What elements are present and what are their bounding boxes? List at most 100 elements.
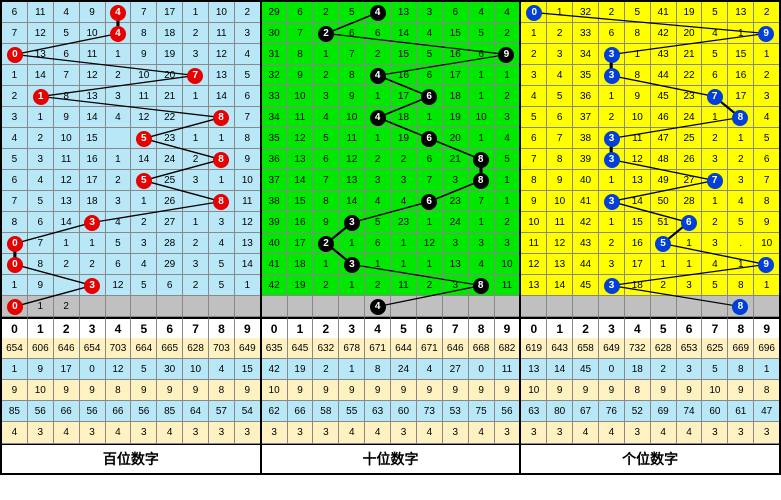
- grid-cell: [573, 296, 599, 317]
- grid-cell: 7: [521, 149, 547, 170]
- panel-2: 1322541195132123368422041233414321515134…: [521, 2, 779, 473]
- stats-cell: 3: [262, 422, 288, 444]
- trend-ball: 8: [473, 278, 489, 294]
- stats-cell: 30: [157, 359, 183, 380]
- grid-cell: 5: [235, 65, 260, 86]
- grid-cell: 11: [625, 128, 651, 149]
- grid-cell: 12: [54, 170, 80, 191]
- grid-cell: 5: [209, 254, 235, 275]
- stats-cell: 4: [417, 359, 443, 380]
- grid-cell: 1: [365, 86, 391, 107]
- trend-grid: 6114971711027125108182113136111919312411…: [2, 2, 260, 317]
- stats-cell: 57: [209, 401, 235, 422]
- stats-cell: 3: [391, 422, 417, 444]
- stats-cell: 3: [443, 422, 469, 444]
- grid-cell: 34: [262, 107, 288, 128]
- stats-cell: 75: [469, 401, 495, 422]
- grid-cell: 4: [106, 107, 132, 128]
- grid-cell: 14: [28, 65, 54, 86]
- grid-cell: 11: [288, 107, 314, 128]
- grid-cell: 43: [573, 233, 599, 254]
- grid-cell: 42: [651, 23, 677, 44]
- grid-cell: 3: [547, 44, 573, 65]
- stats-block: 6196436586497326286536256696961314450182…: [521, 338, 779, 444]
- grid-cell: 11: [339, 128, 365, 149]
- grid-cell: 19: [157, 44, 183, 65]
- stats-cell: 669: [728, 338, 754, 359]
- stats-cell: 4: [106, 422, 132, 444]
- stats-cell: 9: [547, 380, 573, 401]
- stats-cell: 14: [547, 359, 573, 380]
- grid-cell: 2: [391, 149, 417, 170]
- stats-row: 3344344333: [521, 422, 779, 444]
- stats-cell: 9: [131, 380, 157, 401]
- grid-cell: 6: [417, 149, 443, 170]
- trend-ball: 4: [110, 26, 126, 42]
- grid-cell: 4: [521, 86, 547, 107]
- stats-cell: 4: [54, 422, 80, 444]
- grid-row: 1322541195132: [521, 2, 779, 23]
- stats-row: 421921824427011: [262, 359, 520, 380]
- trend-ball: 9: [758, 26, 774, 42]
- grid-cell: 3: [702, 233, 728, 254]
- stats-cell: 628: [183, 338, 209, 359]
- stats-cell: 671: [365, 338, 391, 359]
- trend-ball: 3: [604, 278, 620, 294]
- grid-cell: 1: [183, 2, 209, 23]
- grid-cell: 34: [573, 44, 599, 65]
- grid-cell: 13: [625, 170, 651, 191]
- stats-cell: 2: [313, 359, 339, 380]
- stats-cell: 4: [209, 359, 235, 380]
- grid-cell: 3: [313, 86, 339, 107]
- trend-ball: 8: [473, 173, 489, 189]
- grid-cell: 14: [235, 254, 260, 275]
- grid-cell: 3: [365, 170, 391, 191]
- grid-cell: 1: [599, 212, 625, 233]
- grid-row: 11471221020135: [2, 65, 260, 86]
- stats-cell: 53: [443, 401, 469, 422]
- grid-cell: 1: [599, 86, 625, 107]
- stats-cell: 60: [702, 401, 728, 422]
- grid-cell: 12: [339, 149, 365, 170]
- grid-cell: 11: [28, 2, 54, 23]
- trend-ball: 0: [7, 236, 23, 252]
- grid-cell: 9: [625, 86, 651, 107]
- grid-cell: 18: [288, 254, 314, 275]
- grid-cell: 3: [28, 149, 54, 170]
- grid-row: 401716112333: [262, 233, 520, 254]
- grid-cell: 6: [417, 65, 443, 86]
- grid-cell: 11: [131, 86, 157, 107]
- trend-ball: 7: [707, 89, 723, 105]
- grid-cell: 48: [651, 149, 677, 170]
- grid-cell: 6: [443, 2, 469, 23]
- grid-cell: 18: [157, 23, 183, 44]
- grid-cell: [391, 296, 417, 317]
- trend-ball: 7: [187, 68, 203, 84]
- grid-cell: 37: [262, 170, 288, 191]
- stats-cell: 3: [625, 422, 651, 444]
- stats-cell: 696: [754, 338, 779, 359]
- grid-cell: 27: [157, 212, 183, 233]
- grid-cell: 32: [262, 65, 288, 86]
- grid-cell: 33: [573, 23, 599, 44]
- grid-cell: 23: [677, 86, 703, 107]
- grid-row: 1213443171141: [521, 254, 779, 275]
- grid-cell: 2: [728, 149, 754, 170]
- grid-cell: [651, 296, 677, 317]
- stats-cell: 9: [469, 380, 495, 401]
- stats-cell: 54: [235, 401, 260, 422]
- grid-cell: 17: [288, 233, 314, 254]
- grid-cell: 1: [106, 149, 132, 170]
- stats-cell: 9: [183, 380, 209, 401]
- grid-cell: 12: [28, 23, 54, 44]
- grid-cell: 8: [547, 149, 573, 170]
- trend-ball: 3: [344, 257, 360, 273]
- grid-cell: 2: [754, 65, 779, 86]
- grid-cell: 23: [391, 212, 417, 233]
- grid-row: 861442271312: [2, 212, 260, 233]
- grid-cell: 15: [443, 23, 469, 44]
- grid-cell: [106, 296, 132, 317]
- grid-cell: 5: [754, 128, 779, 149]
- grid-cell: 10: [80, 23, 106, 44]
- stats-cell: 4: [339, 422, 365, 444]
